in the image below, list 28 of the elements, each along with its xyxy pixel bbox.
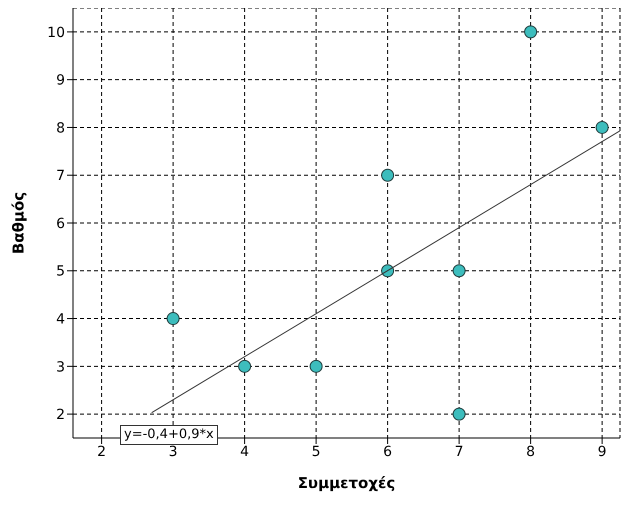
point	[452, 264, 466, 278]
y-axis-title: Βαθμός	[9, 192, 28, 254]
x-tick-label: 9	[598, 444, 607, 460]
y-tick-label: 8	[56, 120, 65, 136]
y-tick-label: 2	[56, 407, 65, 424]
y-tick-label: 3	[56, 359, 65, 376]
y-tick-label: 5	[56, 264, 65, 280]
x-tick-label: 6	[383, 444, 392, 460]
y-tick-label: 9	[56, 72, 65, 89]
point	[166, 312, 180, 326]
y-tick-label: 6	[56, 216, 66, 232]
y-tick-label: 4	[56, 312, 66, 328]
x-tick-label: 8	[526, 444, 536, 460]
y-tick-label: 7	[56, 168, 65, 184]
x-axis-title: Συμμετοχές	[298, 474, 396, 492]
point	[238, 360, 252, 373]
point	[381, 168, 394, 182]
x-tick-label: 3	[168, 444, 178, 460]
point	[452, 408, 466, 421]
point	[596, 120, 609, 134]
y-tick-label: 10	[47, 24, 65, 41]
x-tick-label: 4	[240, 444, 250, 460]
annotation: y=-0,4+0,9*x	[120, 425, 218, 445]
point	[524, 25, 538, 38]
x-tick-label: 7	[454, 444, 464, 460]
x-tick-label: 5	[312, 444, 321, 460]
x-tick-label: 2	[97, 444, 106, 460]
point	[310, 360, 323, 373]
